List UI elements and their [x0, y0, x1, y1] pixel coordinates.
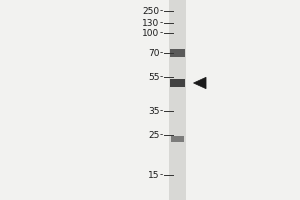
Text: 15: 15	[148, 170, 160, 180]
Text: 250: 250	[142, 6, 160, 16]
Text: -: -	[159, 28, 163, 38]
Bar	[170, 49, 185, 56]
Text: -: -	[159, 19, 163, 27]
Text: -: -	[159, 72, 163, 82]
Text: -: -	[159, 131, 163, 140]
Text: 70: 70	[148, 48, 160, 58]
Bar	[171, 136, 184, 142]
Bar	[170, 79, 185, 87]
Text: -: -	[159, 48, 163, 58]
Text: -: -	[159, 170, 163, 180]
Text: -: -	[159, 6, 163, 16]
Text: 130: 130	[142, 19, 160, 27]
Text: 100: 100	[142, 28, 160, 38]
Polygon shape	[194, 77, 206, 89]
Text: -: -	[159, 107, 163, 116]
Text: 25: 25	[148, 131, 160, 140]
Text: 35: 35	[148, 107, 160, 116]
Text: 55: 55	[148, 72, 160, 82]
Bar	[169, 0, 186, 200]
